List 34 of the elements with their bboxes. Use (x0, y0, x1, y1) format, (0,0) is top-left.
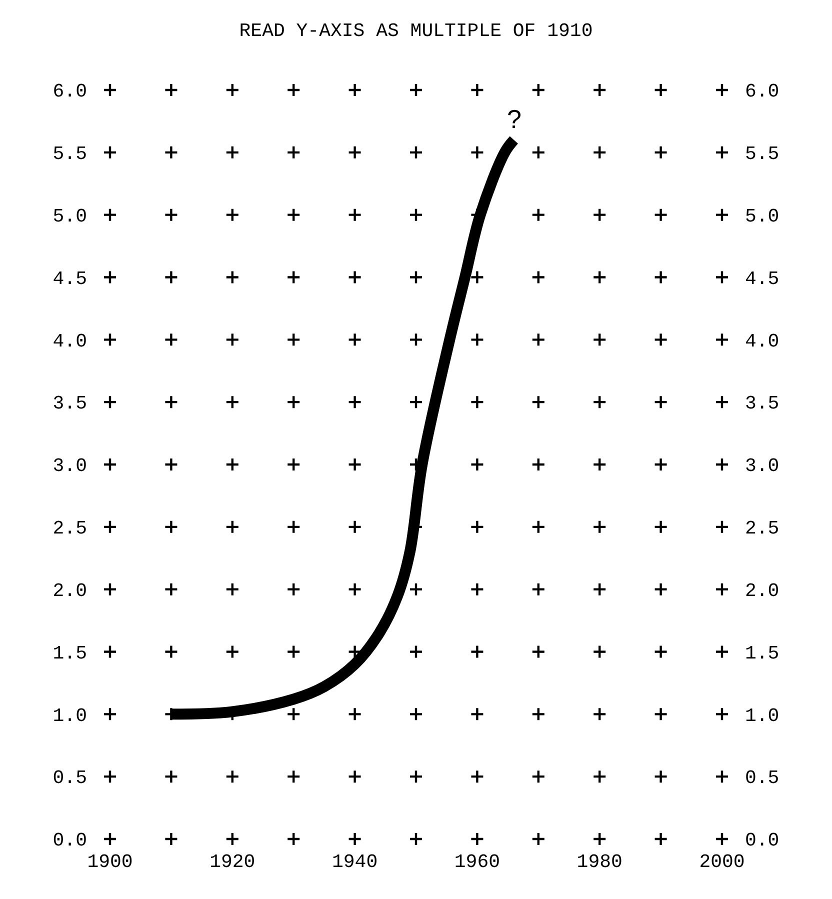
y-tick-label: 5.0 (52, 205, 87, 228)
x-tick-label: 1940 (332, 851, 378, 873)
y-tick-label: 0.5 (52, 767, 87, 790)
y-tick-label: 6.0 (52, 80, 87, 103)
y-tick-label: 2.0 (52, 580, 87, 602)
x-tick-label: 1900 (87, 851, 133, 873)
y2-tick-label: 1.5 (745, 642, 780, 664)
x-tick-label: 1920 (210, 851, 256, 873)
y2-tick-label: 4.5 (745, 268, 780, 290)
y2-tick-label: 3.5 (745, 392, 780, 415)
y-tick-label: 3.5 (52, 392, 87, 415)
y2-tick-label: 3.0 (745, 455, 780, 478)
y-tick-label: 4.0 (52, 330, 87, 352)
y-tick-label: 4.5 (52, 268, 87, 290)
x-tick-label: 2000 (699, 851, 745, 873)
y2-tick-label: 5.5 (745, 143, 780, 166)
y2-tick-label: 5.0 (745, 205, 780, 228)
chart-title: READ Y-AXIS AS MULTIPLE OF 1910 (239, 20, 593, 42)
annotation: ? (507, 104, 522, 134)
y-tick-label: 3.0 (52, 455, 87, 478)
x-tick-label: 1980 (576, 851, 622, 873)
y2-tick-label: 4.0 (745, 330, 780, 352)
y-tick-label: 0.0 (52, 830, 87, 852)
y2-tick-label: 2.0 (745, 580, 780, 602)
y2-tick-label: 1.0 (745, 704, 780, 727)
y-tick-label: 5.5 (52, 143, 87, 166)
y-tick-label: 2.5 (52, 518, 87, 540)
y2-tick-label: 6.0 (745, 80, 780, 103)
y2-tick-label: 0.0 (745, 830, 780, 852)
x-tick-label: 1960 (454, 851, 500, 873)
y2-tick-label: 0.5 (745, 767, 780, 790)
y2-tick-label: 2.5 (745, 518, 780, 540)
y-tick-label: 1.5 (52, 642, 87, 664)
y-tick-label: 1.0 (52, 704, 87, 727)
